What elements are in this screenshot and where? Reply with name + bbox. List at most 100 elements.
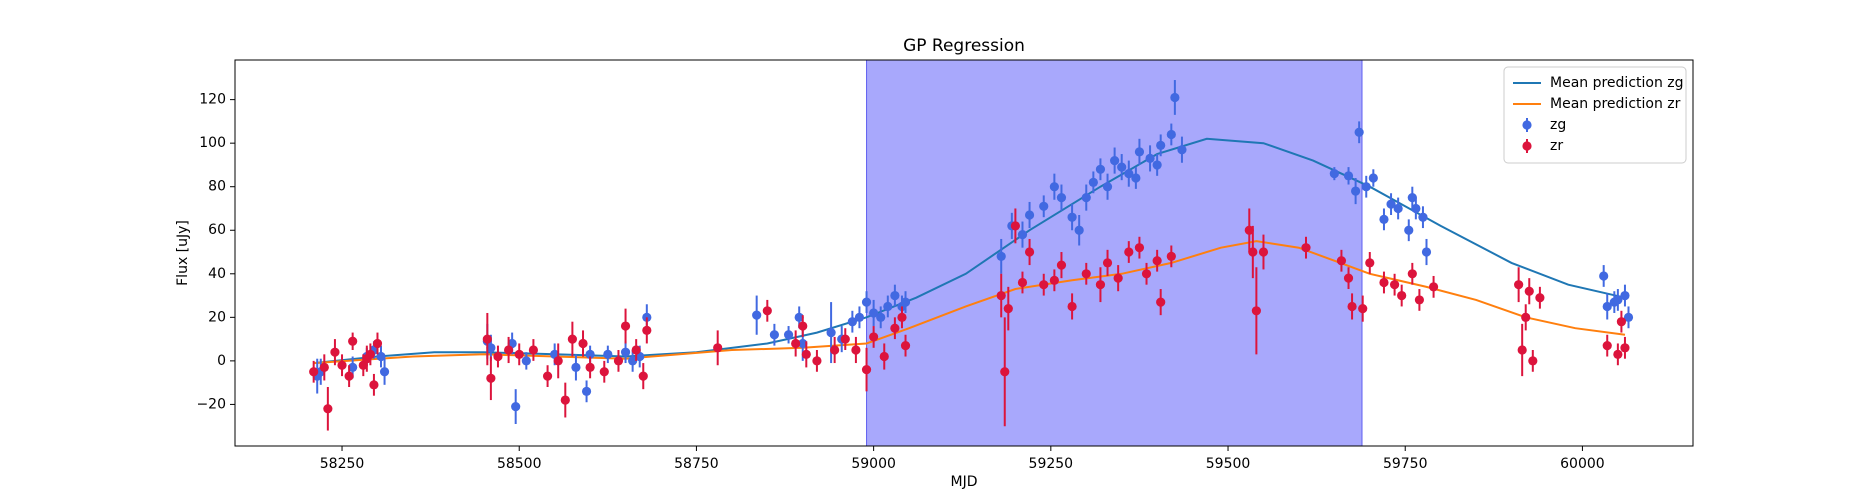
data-point: [869, 332, 879, 342]
data-point: [876, 312, 886, 322]
data-point: [585, 362, 595, 373]
data-point: [798, 338, 808, 349]
data-point: [376, 351, 386, 362]
data-point: [1039, 201, 1049, 211]
x-tick-label: 59750: [1383, 456, 1428, 472]
data-point: [1056, 260, 1067, 270]
data-point: [869, 308, 879, 318]
data-point: [1418, 212, 1428, 222]
data-point: [1248, 247, 1258, 257]
data-point: [1599, 271, 1609, 281]
x-tick-label: 59500: [1206, 456, 1251, 472]
y-tick-label: 120: [199, 92, 226, 108]
data-point: [1124, 247, 1134, 257]
data-point: [861, 297, 872, 307]
span: [866, 59, 1363, 447]
data-point: [879, 351, 889, 362]
data-point: [337, 360, 347, 370]
y-tick-label: 0: [217, 353, 226, 369]
data-point: [1244, 225, 1254, 235]
data-point: [1074, 225, 1084, 235]
data-point: [861, 364, 872, 375]
data-point: [1156, 297, 1166, 307]
data-point: [1039, 280, 1049, 290]
data-point: [1166, 251, 1176, 261]
data-point: [348, 336, 358, 346]
data-point: [1358, 304, 1368, 314]
legend-swatch: [1522, 120, 1532, 130]
data-point: [560, 395, 570, 405]
legend-label: zr: [1550, 138, 1563, 154]
data-point: [1428, 282, 1439, 292]
data-point: [482, 334, 492, 344]
data-point: [798, 321, 808, 331]
legend-label: Mean prediction zg: [1550, 75, 1684, 91]
data-point: [553, 356, 563, 366]
data-point: [996, 251, 1006, 261]
data-point: [348, 362, 358, 373]
legend-label: zg: [1550, 117, 1566, 133]
data-point: [900, 297, 911, 307]
data-point: [1095, 280, 1106, 290]
data-point: [620, 321, 631, 331]
data-point: [1421, 247, 1432, 257]
data-point: [801, 349, 811, 359]
data-point: [1152, 160, 1162, 170]
data-point: [1024, 247, 1035, 257]
data-point: [791, 338, 801, 349]
data-point: [1056, 192, 1067, 203]
legend: Mean prediction zg Mean prediction zr zg zr: [1503, 66, 1687, 164]
data-point: [631, 345, 641, 355]
data-point: [1081, 269, 1091, 279]
data-point: [1329, 169, 1339, 179]
data-point: [1088, 177, 1098, 187]
data-point: [897, 312, 907, 322]
data-point: [1354, 127, 1364, 137]
data-point: [599, 367, 609, 377]
data-point: [890, 323, 900, 333]
data-point: [794, 312, 804, 322]
legend-box: [1503, 66, 1687, 164]
x-tick-label: 58250: [320, 456, 365, 472]
data-point: [840, 334, 850, 344]
data-point: [1351, 186, 1361, 196]
data-point: [372, 338, 383, 349]
legend-swatch: [1522, 141, 1532, 151]
data-point: [1258, 247, 1269, 257]
data-point: [1081, 192, 1091, 203]
plot-frame: [234, 59, 1694, 447]
data-point: [1602, 301, 1612, 312]
y-axis-label: Flux [uJy]: [175, 220, 191, 286]
data-point: [1379, 214, 1389, 224]
data-point: [1336, 256, 1347, 266]
data-point: [890, 290, 900, 301]
data-point: [1347, 301, 1357, 312]
data-point: [1407, 269, 1417, 279]
data-point: [1365, 258, 1375, 268]
data-point: [1156, 140, 1166, 150]
data-point: [883, 301, 893, 312]
data-point: [1368, 173, 1378, 183]
data-point: [1141, 269, 1152, 279]
data-point: [369, 380, 379, 390]
data-point: [638, 371, 648, 381]
data-point: [330, 347, 340, 357]
data-point: [1407, 192, 1417, 203]
data-point: [528, 345, 539, 355]
data-point: [830, 345, 840, 355]
data-point: [542, 371, 553, 381]
x-tick-label: 58750: [674, 456, 719, 472]
data-point: [1102, 258, 1113, 268]
data-point: [1528, 356, 1538, 366]
data-point: [628, 356, 638, 366]
x-tick-label: 58500: [497, 456, 542, 472]
data-point: [713, 343, 723, 353]
data-point: [1361, 182, 1371, 192]
data-point: [323, 404, 333, 414]
data-point: [642, 325, 652, 335]
y-tick-label: 80: [208, 179, 226, 195]
y-tick-label: −20: [196, 396, 226, 412]
x-tick-label: 59000: [851, 456, 896, 472]
data-point: [1134, 147, 1145, 157]
data-point: [1017, 230, 1028, 240]
